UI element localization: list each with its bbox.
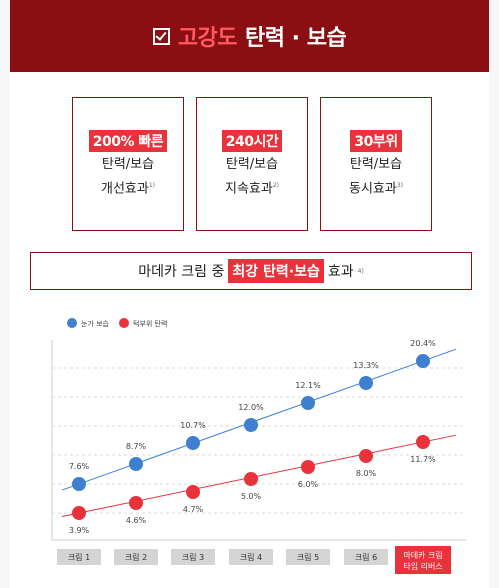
data-label: 20.4% [410, 339, 436, 348]
data-label: 6.0% [298, 480, 319, 489]
legend-label: 눈가 보습 [81, 319, 110, 328]
data-label: 7.6% [69, 462, 90, 471]
data-label: 5.0% [241, 492, 262, 501]
card-line: 탄력/보습 [101, 157, 155, 173]
card-line: 탄력/보습 [349, 157, 403, 173]
legend-marker [119, 318, 129, 328]
card-badge: 240시간 [221, 130, 283, 153]
data-point [129, 496, 143, 510]
data-label: 12.1% [295, 381, 321, 390]
data-label: 3.9% [69, 526, 90, 535]
data-point [416, 354, 430, 368]
category-label-bg [286, 549, 330, 565]
category-label: 크림 4 [240, 552, 262, 562]
title-accent: 고강도 [177, 26, 238, 51]
data-label: 11.7% [410, 455, 436, 464]
headline-suffix: 효과 [327, 264, 354, 280]
series-line [61, 434, 457, 517]
card-line: 개선효과1) [101, 178, 155, 197]
headline-prefix: 마데카 크림 중 [138, 264, 225, 280]
data-label: 4.6% [126, 516, 147, 525]
legend-marker [67, 318, 77, 328]
data-point [72, 477, 86, 491]
card-line-text: 개선효과 [100, 181, 149, 197]
category-label: 크림 2 [125, 552, 147, 562]
category-label-bg [114, 549, 158, 565]
data-point [416, 435, 430, 449]
benefit-cards: 200% 빠른 탄력/보습 개선효과1) 240시간 탄력/보습 지속효과2) … [72, 97, 432, 231]
data-point [244, 472, 258, 486]
category-label-bg [171, 549, 215, 565]
category-label-bg [344, 549, 388, 565]
data-point [244, 418, 258, 432]
data-point [359, 449, 373, 463]
data-point [301, 460, 315, 474]
card-line: 탄력/보습 [225, 157, 279, 173]
data-label: 13.3% [353, 361, 379, 370]
category-label-bg [229, 549, 273, 565]
benefit-card-2: 240시간 탄력/보습 지속효과2) [196, 97, 308, 231]
category-label: 마데카 크림 [403, 550, 442, 560]
data-label: 4.7% [183, 505, 204, 514]
data-label: 8.0% [356, 469, 377, 478]
headline-badge: 최강 탄력·보습 [228, 259, 324, 283]
category-label: 크림 3 [182, 552, 204, 562]
category-label: 타임 리버스 [403, 561, 442, 571]
data-point [186, 436, 200, 450]
card-line: 동시효과3) [349, 178, 403, 197]
series-line [61, 348, 457, 491]
headline-box: 마데카 크림 중 최강 탄력·보습 효과 4) [30, 252, 472, 290]
data-point [186, 485, 200, 499]
benefit-card-1: 200% 빠른 탄력/보습 개선효과1) [72, 97, 184, 231]
category-label: 크림 5 [297, 552, 319, 562]
category-label: 크림 6 [355, 552, 377, 562]
card-badge: 30부위 [350, 130, 402, 153]
benefit-card-3: 30부위 탄력/보습 동시효과3) [320, 97, 432, 231]
footnote-mark: 4) [357, 267, 364, 275]
title-rest: 탄력 · 보습 [245, 26, 347, 51]
category-label: 크림 1 [68, 552, 90, 562]
legend-label: 턱부위 탄력 [133, 319, 167, 328]
data-point [359, 376, 373, 390]
footnote-mark: 2) [272, 182, 279, 190]
data-point [301, 396, 315, 410]
checkbox-icon [152, 27, 170, 45]
card-line-text: 동시효과 [348, 181, 397, 197]
page-title: 고강도 탄력 · 보습 [152, 20, 347, 52]
category-label-bg [57, 549, 101, 565]
card-badge: 200% 빠른 [88, 130, 168, 153]
data-point [129, 457, 143, 471]
card-line-text: 지속효과 [224, 181, 273, 197]
data-label: 10.7% [180, 421, 206, 430]
header-band: 고강도 탄력 · 보습 [10, 0, 489, 72]
card-line: 지속효과2) [225, 178, 279, 197]
data-label: 8.7% [126, 442, 147, 451]
footnote-mark: 1) [148, 182, 155, 190]
category-label-highlight [395, 546, 451, 574]
footnote-mark: 3) [396, 182, 403, 190]
data-label: 12.0% [238, 403, 264, 412]
data-point [72, 506, 86, 520]
